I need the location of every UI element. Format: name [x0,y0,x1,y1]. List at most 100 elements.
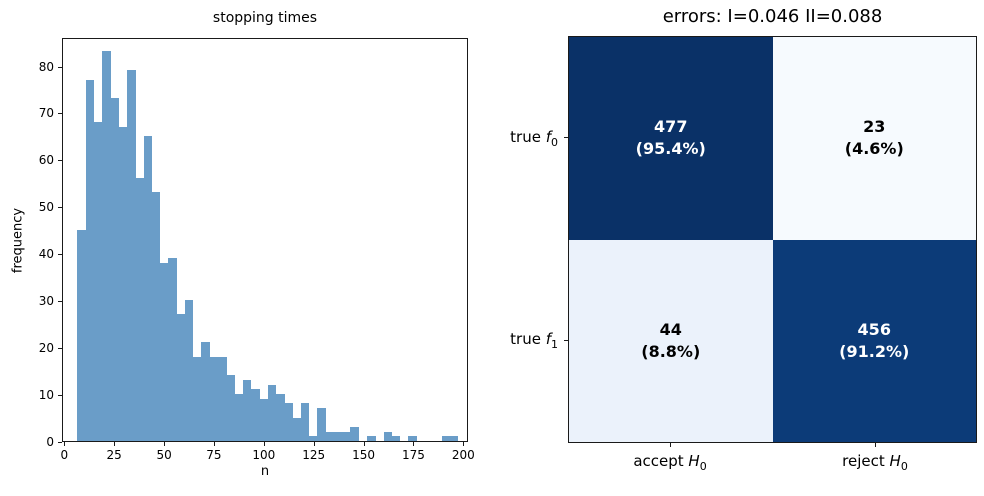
x-tick [313,442,315,446]
x-tick [64,442,66,446]
x-tick-label: 125 [302,448,326,462]
histogram-bar [251,389,260,441]
histogram-bar [143,135,153,441]
x-tick [213,442,215,446]
histogram-bar [284,403,293,441]
histogram-bar [342,431,351,441]
histogram-bar [176,314,186,441]
y-tick-label: 80 [38,59,54,74]
histogram-bar [317,408,326,441]
histogram-bar [333,431,343,441]
x-tick-label: 150 [352,448,376,462]
y-tick-label: 50 [38,200,54,215]
histogram-bar [242,379,252,441]
y-tick-label: 70 [38,106,54,121]
row-label-true-f0: true f0 [510,128,558,149]
y-tick-label: 20 [38,341,54,356]
cell-count: 44 [659,319,682,339]
cell-true-f0-accept: 477 (95.4%) [569,37,773,240]
y-tick-label: 60 [38,153,54,168]
row-label-true-f1: true f1 [510,330,558,351]
histogram-bar [151,192,161,441]
histogram-bar [209,356,219,441]
y-tick-label: 0 [46,435,54,449]
histogram-x-axis-label: n [260,464,270,479]
histogram-bar [110,98,119,441]
histogram-bar [168,257,177,441]
cell-true-f0-reject: 23 (4.6%) [772,37,976,240]
x-tick-label: 25 [106,448,122,462]
cell-count: 23 [863,117,886,137]
x-tick [164,442,166,446]
matrix-left-tick [564,340,568,341]
cell-count: 477 [654,117,688,137]
y-tick [58,207,62,209]
histogram-bar [126,70,136,441]
histogram-bar [85,79,95,441]
histogram-y-axis-label: frequency [10,207,26,274]
matrix-bottom-tick [875,443,876,447]
x-tick-label: 100 [252,448,276,462]
y-tick [58,442,62,443]
x-tick-label: 200 [451,448,475,462]
histogram-bar [367,436,376,441]
y-tick-label: 40 [38,247,54,262]
histogram-bar [309,436,318,441]
histogram-bars [63,39,467,441]
x-tick [413,442,415,446]
cell-true-f1-accept: 44 (8.8%) [569,239,773,442]
y-tick [58,254,62,256]
histogram-bar [160,262,169,441]
y-tick [58,348,62,350]
cell-percent: (91.2%) [839,341,910,361]
histogram-bar [259,398,268,441]
histogram-bar [226,375,235,441]
col-label-reject-h0: reject H0 [842,452,908,473]
histogram-bar [449,436,459,441]
histogram-bar [218,356,227,441]
y-tick-label: 10 [38,388,54,403]
histogram-bar [441,436,451,441]
y-tick [58,160,62,162]
cell-percent: (8.8%) [641,341,701,361]
y-tick [58,113,62,115]
histogram-bar [325,431,335,441]
x-tick-label: 75 [206,448,222,462]
x-tick-label: 175 [401,448,425,462]
histogram-bar [350,426,360,441]
y-tick-label: 30 [38,294,54,309]
histogram-bar [201,342,211,441]
x-tick [463,442,465,446]
histogram-bar [300,403,310,441]
histogram-bar [408,436,418,441]
histogram-plot-area [62,38,468,442]
histogram-bar [102,51,111,441]
histogram-bar [77,229,86,441]
cell-percent: (4.6%) [844,139,904,159]
y-tick [58,395,62,397]
histogram-bar [93,121,103,441]
confusion-matrix-title: errors: I=0.046 II=0.088 [662,6,883,27]
histogram-bar [391,436,401,441]
cell-percent: (95.4%) [635,139,706,159]
histogram-bar [383,431,393,441]
histogram-bar [118,126,128,441]
y-tick [58,66,62,68]
histogram-title: stopping times [212,10,318,26]
x-tick-label: 50 [156,448,172,462]
cell-count: 456 [857,319,891,339]
confusion-matrix: 477 (95.4%) 23 (4.6%) 44 (8.8%) 456 (91.… [568,36,977,443]
cell-true-f1-reject: 456 (91.2%) [772,239,976,442]
histogram-bar [275,394,285,441]
histogram-bar [135,178,144,441]
histogram-bar [292,417,302,441]
histogram-bar [193,356,202,441]
histogram-bar [267,384,277,441]
x-tick [263,442,265,446]
col-label-accept-h0: accept H0 [633,452,707,473]
x-tick [363,442,365,446]
histogram-bar [184,300,194,441]
matrix-bottom-tick [670,443,671,447]
histogram-bar [234,394,244,441]
